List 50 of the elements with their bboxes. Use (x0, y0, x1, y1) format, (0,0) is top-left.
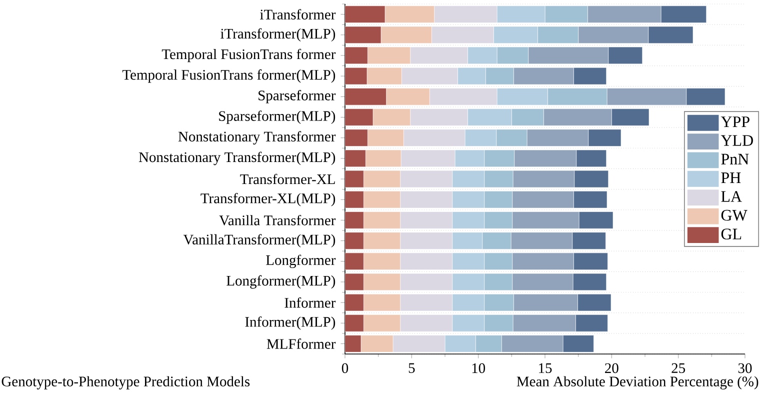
y-tick-label: Sparseformer(MLP) (219, 110, 336, 124)
legend-label: YPP (720, 116, 750, 128)
y-tick-label: Sparseformer (258, 90, 336, 104)
bar (345, 191, 364, 208)
bar (345, 108, 374, 126)
x-axis-title: Mean Absolute Deviation Percentage (%) (516, 376, 758, 390)
bar (345, 294, 364, 312)
y-axis-title: Genotype-to-Phenotype Prediction Models (2, 376, 250, 390)
y-tick-label: Temporal FusionTrans former(MLP) (122, 69, 336, 83)
x-tick-label: 0 (342, 363, 348, 374)
bar (345, 252, 364, 270)
y-tick-label: Nonstationary Transformer (178, 131, 336, 145)
x-tick-label: 30 (738, 363, 752, 374)
legend-label: LA (721, 191, 742, 202)
x-tick-label: 25 (672, 363, 686, 374)
y-tick-label: Informer (284, 297, 336, 308)
x-tick-label: 5 (408, 363, 415, 373)
x-tick-label: 15 (539, 363, 552, 374)
bar (345, 150, 366, 168)
y-tick-label: Longformer(MLP) (226, 275, 336, 289)
legend-label: YLD (720, 135, 753, 146)
bar (345, 273, 364, 291)
y-tick-label: Transformer-XL(MLP) (200, 192, 336, 206)
bar (345, 26, 382, 44)
y-tick-label: Longformer (266, 254, 336, 268)
legend-label: PH (721, 172, 741, 183)
x-tick-label: 20 (605, 363, 618, 374)
y-tick-label: MLFformer (266, 338, 336, 349)
legend-label: GL (721, 228, 742, 240)
legend-label: GW (721, 210, 748, 221)
bar (345, 129, 368, 146)
y-tick-label: Vanilla Transformer (219, 214, 336, 226)
bar (345, 212, 364, 229)
x-tick-label: 10 (472, 363, 486, 374)
bar (345, 170, 364, 188)
y-tick-label: iTransformer (260, 9, 336, 20)
y-tick-label: Temporal FusionTrans former (162, 48, 336, 62)
bar (345, 46, 368, 64)
bar (345, 88, 386, 106)
bar (345, 6, 386, 23)
y-tick-label: Informer(MLP) (245, 316, 336, 330)
y-tick-label: Transformer-XL (240, 174, 335, 184)
bar (345, 314, 364, 332)
bar (345, 232, 364, 250)
y-tick-label: VanillaTransformer(MLP) (183, 234, 336, 248)
bar (345, 67, 368, 85)
y-tick-label: Nonstationary Transformer(MLP) (138, 152, 336, 166)
y-tick-label: iTransformer(MLP) (220, 28, 336, 42)
bar (345, 335, 362, 352)
legend-label: PnN (721, 154, 749, 164)
